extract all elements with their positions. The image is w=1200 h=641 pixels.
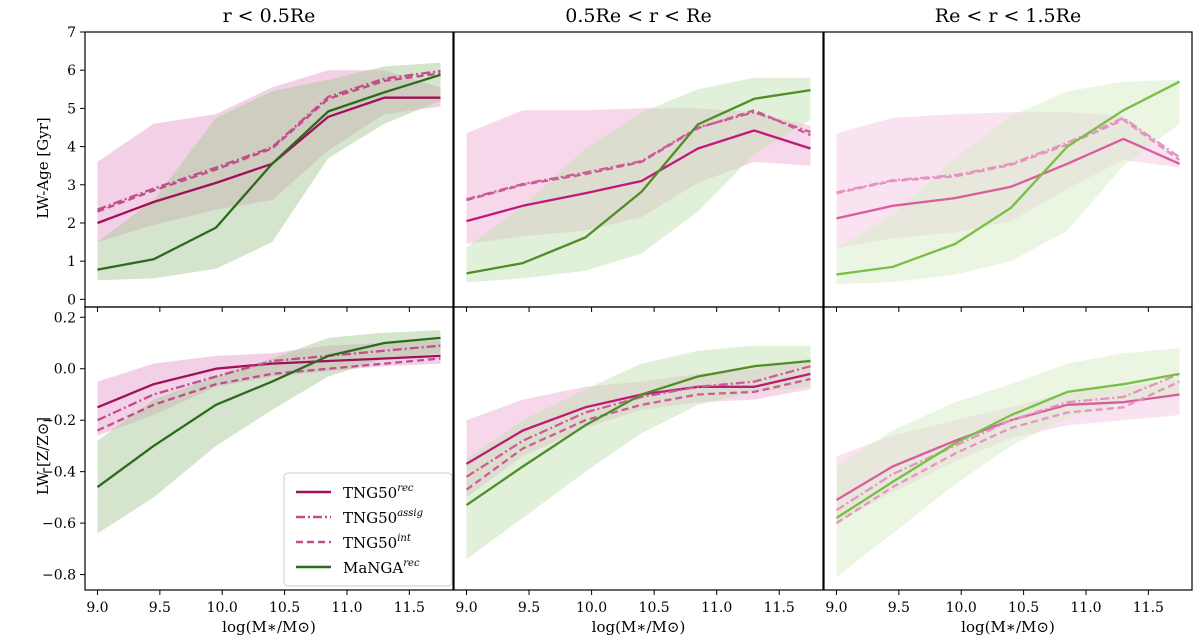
legend-entry-manga-rec: MaNGArec	[296, 558, 420, 577]
y-axis-label-age: LW-Age [Gyr]	[34, 117, 52, 218]
x-tick-label: 11.0	[701, 600, 732, 616]
legend-label: TNG50assig	[343, 508, 423, 527]
series-line-tng50-rec	[836, 137, 1180, 220]
x-tick-label: 11.0	[331, 600, 362, 616]
series-line-manga-rec	[835, 372, 1180, 519]
band-manga-rec	[466, 77, 811, 283]
x-tick-label: 9.5	[888, 600, 910, 616]
series-line-tng50-assig	[97, 344, 441, 422]
series-line-tng50-rec	[97, 354, 441, 409]
legend-label: MaNGArec	[343, 558, 420, 577]
series-line-tng50-rec	[466, 129, 811, 223]
panel-title-3: Re < r < 1.5Re	[935, 5, 1081, 27]
panel-frame	[823, 306, 1193, 591]
legend-box	[283, 472, 453, 587]
y-tick-label: 6	[67, 63, 76, 79]
panel-frame	[453, 306, 824, 591]
x-tick-label: 9.5	[518, 600, 540, 616]
x-tick-label: 10.0	[576, 600, 607, 616]
legend-label: TNG50rec	[343, 483, 414, 502]
y-axis-label-metallicity: LW-[Z/Z⊙]	[34, 417, 52, 495]
x-tick-label: 11.5	[764, 600, 795, 616]
x-axis-label-1: log(M∗/M⊙)	[222, 618, 316, 636]
x-tick-label: 9.0	[455, 600, 477, 616]
panel-frame	[84, 306, 454, 591]
panel-title-1: r < 0.5Re	[223, 5, 316, 27]
legend-entry-tng50-rec: TNG50rec	[296, 483, 414, 502]
x-axis-label-3: log(M∗/M⊙)	[961, 618, 1055, 636]
series-line-manga-rec	[96, 336, 441, 489]
legend-entry-tng50-int: TNG50int	[296, 533, 412, 552]
series-line-tng50-assig	[97, 69, 441, 211]
y-tick-label: 7	[67, 25, 76, 41]
panel-bottom-middle: 9.0 9.5 10.0 10.5 11.0 11.5	[453, 306, 824, 616]
y-tick-label: −0.6	[42, 516, 76, 532]
y-tick-label: −0.2	[42, 413, 76, 429]
band-manga-rec	[97, 62, 441, 281]
y-tick-label: 0.2	[54, 310, 76, 326]
series-line-manga-rec	[836, 80, 1181, 276]
y-tick-label: 5	[67, 101, 76, 117]
x-axis-label-2: log(M∗/M⊙)	[592, 618, 686, 636]
band-manga-rec	[97, 330, 441, 534]
y-tick-label: −0.8	[42, 568, 76, 584]
x-tick-label: 11.5	[394, 600, 425, 616]
panel-bottom-right: 9.0 9.5 10.0 10.5 11.0 11.5	[823, 306, 1193, 616]
y-tick-label: 0	[67, 292, 76, 308]
band-tng50-rec	[836, 379, 1180, 524]
panel-top-right	[823, 31, 1193, 312]
series-line-manga-rec	[465, 359, 811, 507]
legend-entry-tng50-assig: TNG50assig	[296, 508, 423, 527]
series-line-tng50-int	[466, 109, 811, 202]
panel-title-2: 0.5Re < r < Re	[565, 5, 711, 27]
y-tick-label: −0.4	[42, 465, 76, 481]
series-line-tng50-int	[465, 377, 811, 491]
x-tick-label: 9.5	[149, 600, 171, 616]
series-line-tng50-assig	[835, 372, 1180, 512]
series-line-manga-rec	[466, 88, 811, 275]
series-line-tng50-rec	[835, 393, 1180, 501]
y-tick-label: 3	[67, 178, 76, 194]
y-tick-label: 0.0	[54, 362, 76, 378]
x-tick-label: 10.5	[1008, 600, 1039, 616]
panel-top-left: 0 1 2 3 4 5 6 7	[67, 25, 454, 312]
panels: 0 1 2 3 4 5 6 7 9.0 9.5 10.0 10.5 11.0 11.5 −0.8 −0.6 −0…	[42, 25, 1193, 616]
panel-bottom-left: 9.0 9.5 10.0 10.5 11.0 11.5 −0.8 −0.6 −0.4 −0.2 0.…	[42, 306, 454, 616]
legend-label: TNG50int	[343, 533, 412, 552]
x-tick-label: 11.0	[1070, 600, 1101, 616]
x-tick-label: 9.0	[86, 600, 108, 616]
y-tick-label: 2	[67, 216, 76, 232]
series-line-tng50-int	[97, 72, 441, 213]
x-tick-label: 11.5	[1133, 600, 1164, 616]
series-line-tng50-int	[835, 380, 1180, 525]
y-tick-label: 1	[67, 254, 76, 270]
series-line-tng50-int	[836, 118, 1181, 195]
x-tick-label: 9.0	[825, 600, 847, 616]
y-tick-label: 4	[67, 140, 76, 156]
x-tick-label: 10.0	[207, 600, 238, 616]
series-line-tng50-int	[97, 357, 441, 432]
legend: TNG50rec TNG50assig TNG50int MaNGArec	[283, 472, 453, 587]
x-tick-label: 10.5	[639, 600, 670, 616]
panel-top-middle	[453, 31, 824, 312]
band-manga-rec	[836, 348, 1180, 578]
x-tick-label: 10.0	[946, 600, 977, 616]
series-line-tng50-assig	[465, 365, 811, 478]
series-line-manga-rec	[97, 73, 441, 271]
x-tick-label: 10.5	[269, 600, 300, 616]
band-manga-rec	[466, 345, 811, 560]
